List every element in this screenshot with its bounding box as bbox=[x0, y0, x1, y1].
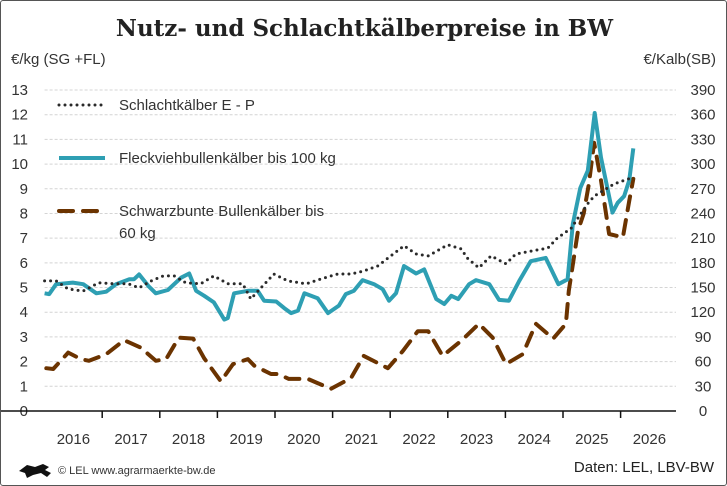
data-source: Daten: LEL, LBV-BW bbox=[573, 459, 714, 476]
right-axis-tick-label: 240 bbox=[690, 205, 715, 222]
copyright-text: © LEL www.agrarmaerkte-bw.de bbox=[58, 465, 216, 477]
series-line-schwarzbunte-bullenk-lber-bis-60-kg bbox=[44, 140, 636, 391]
x-axis-tick-label: 2016 bbox=[57, 431, 90, 448]
right-axis-tick-label: 300 bbox=[690, 156, 715, 173]
x-axis-tick-label: 2020 bbox=[287, 431, 320, 448]
right-axis-tick-label: 210 bbox=[690, 230, 715, 247]
bw-lion-logo bbox=[19, 464, 51, 478]
left-axis-tick-label: 9 bbox=[20, 181, 28, 198]
x-axis-tick-label: 2025 bbox=[575, 431, 608, 448]
left-axis-tick-label: 7 bbox=[20, 230, 28, 247]
right-axis-tick-label: 0 bbox=[699, 403, 707, 420]
left-axis-tick-label: 4 bbox=[20, 304, 28, 321]
right-axis-tick-label: 390 bbox=[690, 82, 715, 99]
left-axis-tick-label: 10 bbox=[11, 156, 28, 173]
x-axis-tick-label: 2021 bbox=[345, 431, 378, 448]
right-axis-tick-label: 270 bbox=[690, 181, 715, 198]
left-axis-tick-label: 1 bbox=[20, 378, 28, 395]
right-axis-tick-label: 180 bbox=[690, 255, 715, 272]
left-axis-label: €/kg (SG +FL) bbox=[11, 51, 106, 68]
left-axis-tick-label: 11 bbox=[12, 131, 28, 148]
right-axis-tick-label: 360 bbox=[690, 107, 715, 124]
x-axis-tick-label: 2017 bbox=[114, 431, 147, 448]
right-axis-tick-label: 150 bbox=[690, 280, 715, 297]
right-axis-tick-label: 120 bbox=[690, 304, 715, 321]
legend: Schlachtkälber E - P Fleckviehbullenkälb… bbox=[57, 97, 336, 242]
left-axis-tick-label: 5 bbox=[20, 280, 28, 297]
x-axis-tick-label: 2023 bbox=[460, 431, 493, 448]
left-axis-tick-label: 13 bbox=[11, 82, 28, 99]
series-line-schlachtk-lber-e-p bbox=[43, 176, 634, 302]
x-axis-tick-label: 2018 bbox=[172, 431, 205, 448]
right-axis-tick-label: 90 bbox=[695, 329, 712, 346]
right-axis-label: €/Kalb(SB) bbox=[643, 51, 716, 68]
legend-label-schwarzbunte-2: 60 kg bbox=[119, 225, 156, 242]
x-axis-tick-label: 2019 bbox=[230, 431, 263, 448]
right-axis-tick-label: 60 bbox=[695, 354, 712, 371]
left-axis-tick-label: 8 bbox=[20, 205, 28, 222]
left-axis-tick-label: 3 bbox=[20, 329, 28, 346]
chart-title: Nutz- und Schlachtkälberpreise in BW bbox=[115, 15, 614, 42]
x-axis-tick-label: 2022 bbox=[402, 431, 435, 448]
left-axis-tick-label: 12 bbox=[11, 107, 28, 124]
right-axis-tick-label: 30 bbox=[695, 378, 712, 395]
left-axis-tick-label: 6 bbox=[20, 255, 28, 272]
x-axis-tick-label: 2024 bbox=[518, 431, 551, 448]
legend-label-fleckvieh: Fleckviehbullenkälber bis 100 kg bbox=[119, 150, 336, 167]
right-axis-tick-label: 330 bbox=[690, 131, 715, 148]
legend-label-schlachtkaelber: Schlachtkälber E - P bbox=[119, 97, 255, 114]
series-line-fleckviehbullenk-lber-bis-100-kg bbox=[44, 111, 636, 322]
left-axis-tick-label: 2 bbox=[20, 354, 28, 371]
x-axis-tick-label: 2026 bbox=[633, 431, 666, 448]
legend-label-schwarzbunte-1: Schwarzbunte Bullenkälber bis bbox=[119, 203, 324, 220]
